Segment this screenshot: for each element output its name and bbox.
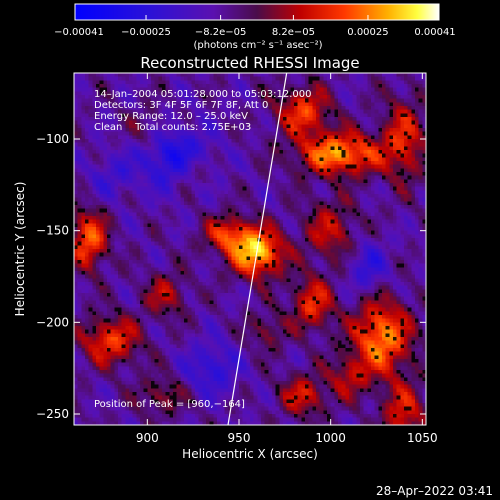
plot-frame: [73, 72, 427, 426]
annotation-time-range: 14–Jan–2004 05:01:28.000 to 05:03:12.000: [94, 89, 312, 100]
colorbar-tick-label: −0.00041: [54, 27, 104, 38]
annotation-energy-range: Energy Range: 12.0 – 25.0 keV: [94, 111, 248, 122]
colorbar-tick-label: −0.00025: [121, 27, 171, 38]
annotation-peak-position: Position of Peak = [960,−164]: [94, 399, 245, 410]
y-tick-label: −200: [36, 315, 69, 329]
x-tick-label: 900: [136, 431, 159, 445]
annotation-clean-counts: Clean Total counts: 2.75E+03: [94, 122, 251, 133]
heatmap-image: [74, 73, 426, 425]
y-tick-label: −150: [36, 224, 69, 238]
y-axis-label: Heliocentric Y (arcsec): [13, 182, 27, 317]
x-tick-label: 1000: [315, 431, 346, 445]
colorbar-tick-label: −8.2e−05: [195, 27, 247, 38]
colorbar-tick-label: 0.00041: [414, 27, 455, 38]
y-tick-label: −250: [36, 407, 69, 421]
chart-title: Reconstructed RHESSI Image: [140, 54, 359, 72]
y-tick-label: −100: [36, 132, 69, 146]
x-axis-label: Heliocentric X (arcsec): [182, 447, 318, 461]
axis-ticks: 900 950 1000 1050 −100 −150 −200 −250: [36, 73, 438, 445]
colorbar: [74, 3, 440, 21]
x-tick-label: 950: [228, 431, 251, 445]
annotation-detectors: Detectors: 3F 4F 5F 6F 7F 8F, Att 0: [94, 100, 268, 111]
colorbar-tick-label: 0.00025: [347, 27, 388, 38]
colorbar-unit-label: (photons cm⁻² s⁻¹ asec⁻²): [193, 40, 322, 51]
x-tick-label: 1050: [407, 431, 438, 445]
colorbar-tick-label: 8.2e−05: [272, 27, 315, 38]
footer-timestamp: 28–Apr–2022 03:41: [376, 484, 493, 498]
colorbar-ticks: −0.00041 −0.00025 −8.2e−05 8.2e−05 0.00025 0.…: [54, 15, 456, 38]
solar-limb-line: [227, 73, 288, 425]
